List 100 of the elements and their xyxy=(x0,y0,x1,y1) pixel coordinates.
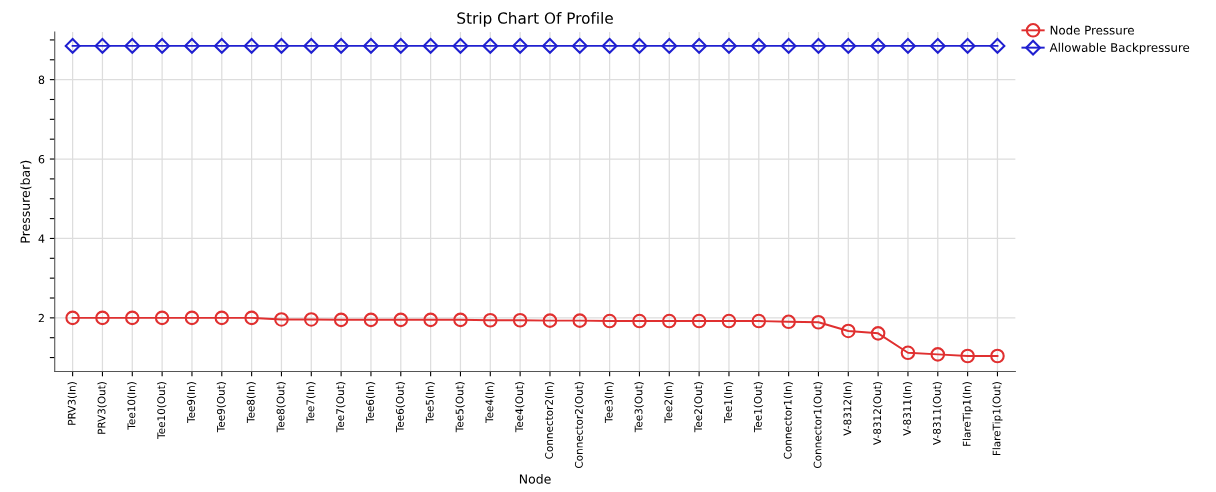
point xyxy=(571,37,588,54)
point xyxy=(184,37,200,54)
x-tick-label: Connector2(In) xyxy=(544,382,555,459)
point xyxy=(841,323,856,339)
x-tick-label: Tee2(In) xyxy=(664,382,674,424)
point xyxy=(840,37,857,54)
point xyxy=(363,312,379,328)
x-tick-label: V-8312(Out) xyxy=(873,382,883,445)
point xyxy=(64,37,81,54)
point xyxy=(959,37,976,54)
x-tick-label: FlareTip1(Out) xyxy=(992,382,1003,456)
x-tick-label: PRV3(In) xyxy=(67,382,77,425)
x-tick-label: Tee3(Out) xyxy=(634,382,644,433)
point xyxy=(602,313,617,329)
point xyxy=(423,312,438,328)
point xyxy=(304,312,319,327)
point xyxy=(721,37,737,54)
point xyxy=(184,310,200,326)
y-tick-label: 4 xyxy=(38,234,45,243)
point xyxy=(990,348,1005,364)
point xyxy=(303,37,320,54)
x-tick-label: V-8311(Out) xyxy=(932,382,943,445)
x-tick-label: Tee3(In) xyxy=(604,382,614,424)
point xyxy=(124,37,141,54)
x-tick-label: Tee6(Out) xyxy=(395,382,406,433)
point xyxy=(691,313,707,329)
point xyxy=(363,37,379,54)
x-tick-label: Tee10(Out) xyxy=(157,382,167,439)
point xyxy=(631,37,648,54)
point xyxy=(243,37,260,54)
point xyxy=(393,312,409,328)
point xyxy=(781,314,796,330)
point xyxy=(333,312,349,328)
point xyxy=(900,345,916,361)
x-tick-label: Tee7(Out) xyxy=(336,382,346,433)
point xyxy=(632,313,647,329)
point xyxy=(572,313,588,328)
x-tick-label: Tee1(In) xyxy=(723,382,734,424)
point xyxy=(95,310,110,326)
point xyxy=(65,310,80,326)
legend-label: Node Pressure xyxy=(1050,25,1134,35)
point xyxy=(213,37,230,54)
x-tick-label: Connector1(Out) xyxy=(813,382,823,468)
x-tick-label: Tee9(Out) xyxy=(216,382,227,433)
x-tick-label: Tee5(Out) xyxy=(455,382,465,433)
point xyxy=(751,313,767,329)
x-tick-label: Tee8(Out) xyxy=(276,382,286,433)
point xyxy=(154,310,170,326)
point xyxy=(244,310,259,326)
point xyxy=(721,313,737,329)
point xyxy=(512,37,529,54)
x-tick-label: V-8312(In) xyxy=(843,382,853,436)
point xyxy=(870,37,887,54)
point xyxy=(542,313,558,328)
point xyxy=(811,314,826,330)
point xyxy=(662,313,677,329)
point xyxy=(125,310,140,326)
point xyxy=(780,37,797,54)
legend-label: Allowable Backpressure xyxy=(1049,42,1190,55)
point xyxy=(453,312,468,328)
point xyxy=(333,37,350,54)
point xyxy=(154,37,171,54)
point xyxy=(810,37,827,54)
point xyxy=(900,37,916,54)
x-tick-label: Tee4(In) xyxy=(485,382,495,424)
point xyxy=(452,37,469,54)
point xyxy=(482,37,499,54)
point xyxy=(512,312,528,328)
point xyxy=(929,37,946,54)
point xyxy=(94,37,111,54)
x-tick-label: Tee6(In) xyxy=(365,382,376,424)
point xyxy=(601,37,618,54)
x-tick-label: V-8311(In) xyxy=(902,382,913,436)
point xyxy=(661,37,678,54)
point xyxy=(960,348,975,364)
x-tick-label: Tee7(In) xyxy=(306,382,316,424)
x-tick-label: Tee5(In) xyxy=(425,382,435,424)
x-tick-label: FlareTip1(In) xyxy=(962,382,973,446)
point xyxy=(392,37,409,54)
y-tick-label: 2 xyxy=(38,313,44,323)
x-tick-label: Tee8(In) xyxy=(246,382,256,424)
point xyxy=(989,37,1006,54)
x-tick-label: PRV3(Out) xyxy=(97,382,107,434)
point xyxy=(870,326,886,341)
x-axis-title: Node xyxy=(519,474,551,484)
x-tick-label: Tee4(Out) xyxy=(515,382,525,433)
point xyxy=(422,37,439,54)
x-tick-label: Connector2(Out) xyxy=(574,382,585,468)
y-axis-title: Pressure(bar) xyxy=(20,160,32,243)
y-tick-label: 8 xyxy=(38,75,45,85)
point xyxy=(750,37,767,54)
point xyxy=(691,37,708,54)
y-tick-label: 6 xyxy=(38,155,45,164)
chart-title: Strip Chart Of Profile xyxy=(457,12,613,27)
x-tick-label: Tee9(In) xyxy=(186,382,197,424)
point xyxy=(274,312,289,327)
point xyxy=(930,347,946,362)
x-tick-label: Tee1(Out) xyxy=(753,382,764,433)
point xyxy=(542,37,558,54)
point xyxy=(273,37,290,54)
